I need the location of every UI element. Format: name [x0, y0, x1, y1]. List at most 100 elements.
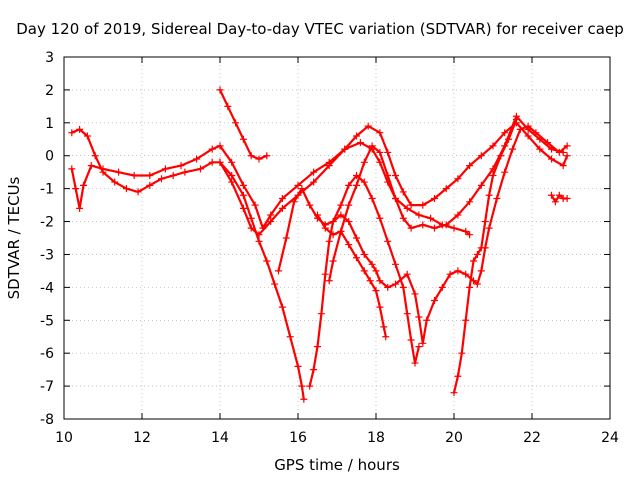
- data-point: [329, 218, 337, 226]
- data-point: [239, 135, 247, 143]
- data-point: [158, 175, 165, 183]
- data-point: [399, 188, 407, 196]
- data-point: [372, 267, 380, 275]
- series-line: [70, 128, 305, 401]
- x-tick-label: 24: [601, 430, 619, 446]
- data-point: [337, 201, 345, 209]
- y-tick-label: -1: [40, 182, 54, 198]
- y-tick-label: -7: [40, 379, 54, 395]
- data-point: [247, 214, 255, 222]
- data-point: [239, 181, 247, 189]
- data-point: [345, 218, 353, 226]
- data-point: [247, 224, 255, 232]
- data-point: [263, 152, 271, 160]
- x-tick-label: 12: [133, 430, 151, 446]
- y-tick-label: 3: [45, 50, 54, 66]
- data-point: [403, 310, 411, 318]
- data-point: [216, 86, 224, 94]
- data-point: [278, 204, 286, 212]
- data-point: [415, 343, 423, 351]
- series-track-3: [216, 86, 271, 163]
- data-point: [72, 185, 80, 193]
- data-point: [536, 145, 544, 153]
- data-point: [399, 283, 407, 291]
- data-point: [314, 211, 321, 219]
- data-point: [376, 277, 384, 285]
- y-tick-label: -3: [40, 247, 54, 263]
- data-point: [384, 171, 392, 179]
- data-point: [216, 142, 224, 150]
- data-point: [193, 155, 201, 163]
- data-point: [382, 333, 390, 341]
- data-point: [376, 303, 384, 311]
- data-point: [306, 201, 314, 209]
- data-point: [501, 168, 509, 176]
- data-point: [161, 165, 169, 173]
- data-point: [446, 270, 454, 278]
- x-tick-label: 16: [289, 430, 307, 446]
- data-point: [466, 162, 474, 170]
- data-point: [559, 162, 567, 170]
- data-point: [306, 382, 314, 390]
- data-point: [146, 181, 154, 189]
- data-point: [99, 165, 107, 173]
- data-point: [380, 323, 388, 331]
- data-point: [294, 362, 302, 370]
- data-point: [473, 280, 481, 288]
- data-point: [197, 165, 204, 173]
- data-point: [239, 204, 247, 212]
- data-point: [87, 162, 95, 170]
- data-point: [470, 257, 477, 265]
- data-point: [325, 277, 333, 285]
- y-axis-label: SDTVAR / TECUs: [5, 176, 23, 299]
- y-tick-label: -6: [40, 346, 54, 362]
- data-point: [419, 201, 427, 209]
- data-point: [366, 277, 374, 285]
- data-point: [314, 343, 321, 351]
- y-tick-label: 2: [45, 83, 54, 99]
- data-point: [216, 158, 224, 166]
- series-line: [218, 88, 268, 161]
- data-point: [298, 382, 306, 390]
- data-point: [310, 366, 318, 374]
- data-point: [353, 234, 360, 242]
- data-point: [466, 231, 474, 239]
- data-point: [559, 148, 567, 156]
- data-point: [181, 168, 189, 176]
- data-point: [255, 155, 263, 163]
- data-point: [548, 145, 555, 153]
- data-point: [321, 270, 329, 278]
- data-point: [278, 195, 286, 203]
- data-point: [130, 171, 138, 179]
- data-point: [555, 191, 563, 199]
- data-point: [372, 287, 380, 295]
- data-point: [91, 152, 99, 160]
- data-point: [278, 303, 286, 311]
- x-axis-label: GPS time / hours: [274, 456, 400, 474]
- data-point: [255, 237, 263, 245]
- data-point: [376, 129, 384, 137]
- data-point: [415, 211, 423, 219]
- data-point: [353, 254, 360, 262]
- data-point: [224, 102, 232, 110]
- data-point: [563, 195, 571, 203]
- data-point: [353, 132, 360, 140]
- series-line: [308, 174, 420, 388]
- data-point: [548, 155, 555, 163]
- data-point: [505, 135, 513, 143]
- data-point: [115, 168, 123, 176]
- data-point: [368, 195, 376, 203]
- data-point: [345, 181, 353, 189]
- x-tick-label: 10: [55, 430, 73, 446]
- data-point: [341, 145, 349, 153]
- data-point: [462, 227, 470, 235]
- data-point: [294, 181, 302, 189]
- data-point: [563, 152, 571, 160]
- data-point: [255, 231, 263, 239]
- data-point: [290, 198, 298, 206]
- data-point: [300, 395, 308, 403]
- series-track-10: [548, 191, 571, 206]
- data-point: [477, 181, 485, 189]
- grid: [64, 57, 610, 419]
